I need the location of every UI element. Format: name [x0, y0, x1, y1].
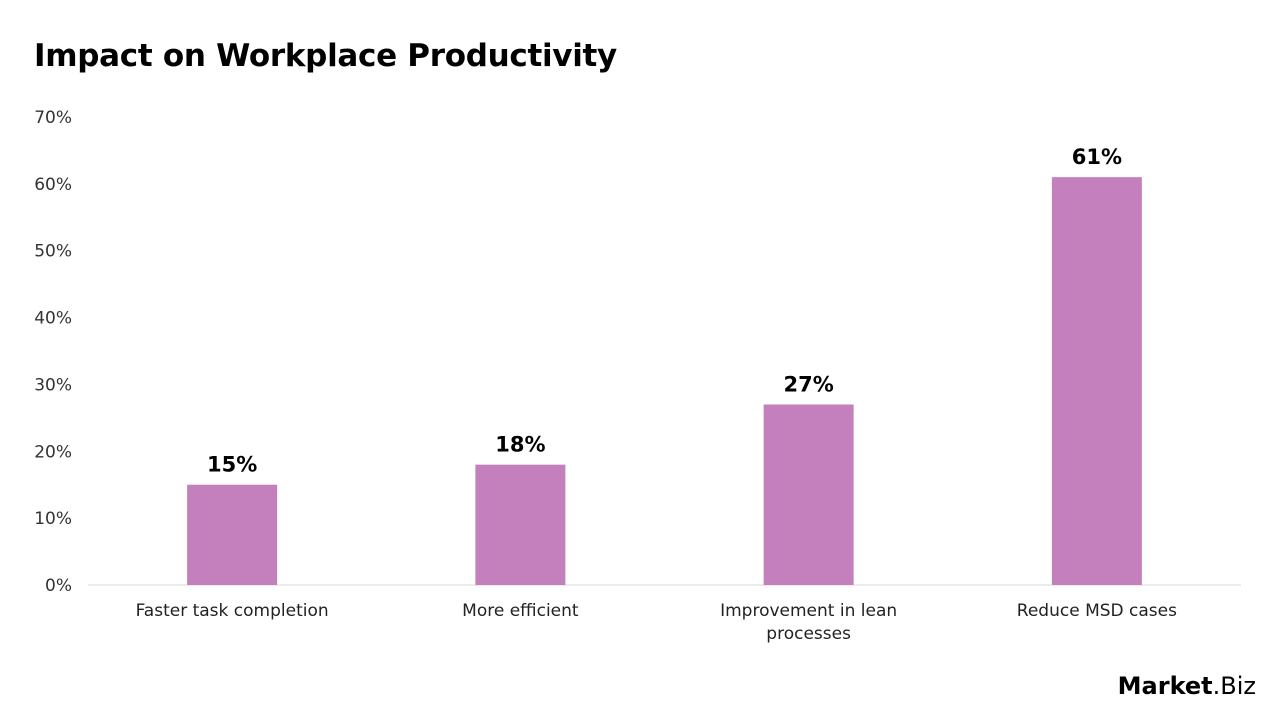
- x-tick-label: processes: [766, 624, 851, 644]
- bar: [187, 484, 278, 585]
- y-tick-label: 10%: [34, 509, 72, 529]
- data-label: 27%: [783, 372, 833, 396]
- bar: [1051, 177, 1142, 585]
- data-label: 15%: [207, 453, 257, 477]
- data-label: 61%: [1072, 145, 1122, 169]
- x-tick-label: Improvement in lean: [720, 601, 897, 621]
- y-tick-label: 0%: [45, 576, 72, 596]
- y-tick-label: 40%: [34, 309, 72, 329]
- y-tick-label: 70%: [34, 108, 72, 128]
- data-label: 18%: [495, 433, 545, 457]
- chart-title: Impact on Workplace Productivity: [34, 38, 617, 74]
- y-tick-label: 60%: [34, 175, 72, 195]
- bar: [475, 464, 566, 585]
- y-tick-label: 30%: [34, 375, 72, 395]
- x-tick-label: Reduce MSD cases: [1017, 601, 1177, 621]
- x-tick-label: More efficient: [462, 601, 579, 621]
- y-tick-label: 20%: [34, 442, 72, 462]
- brand-logo: Market.Biz: [1117, 672, 1256, 700]
- x-tick-label: Faster task completion: [136, 601, 329, 621]
- y-tick-label: 50%: [34, 242, 72, 262]
- bar: [763, 404, 854, 585]
